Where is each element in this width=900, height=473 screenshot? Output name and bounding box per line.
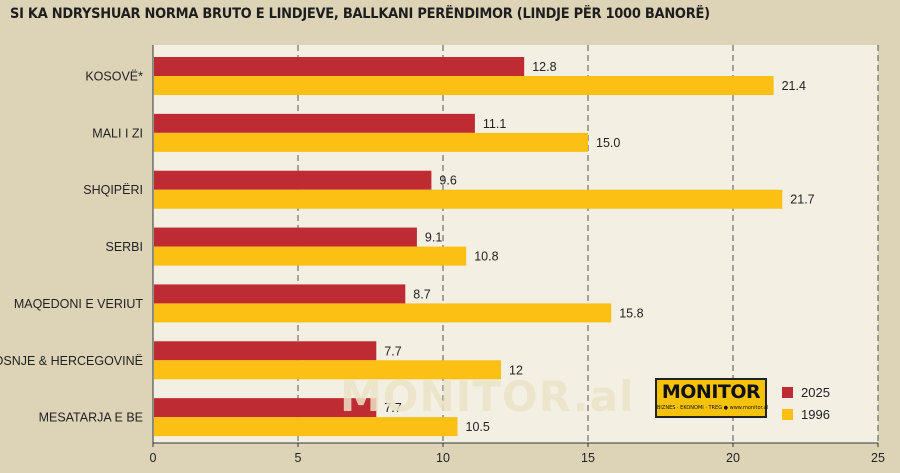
category-label-2: SHQIPËRI	[83, 183, 143, 197]
data-label-1996-2: 21.7	[790, 193, 814, 207]
data-label-2025-5: 7.7	[384, 344, 401, 358]
bar-2025-5	[154, 341, 377, 361]
category-label-4: MAQEDONI E VERIUT	[14, 297, 144, 311]
bar-2025-2	[154, 170, 432, 190]
bar-1996-4	[154, 303, 612, 323]
legend-item-1996: 1996	[782, 403, 830, 425]
data-label-2025-0: 12.8	[532, 60, 556, 74]
x-tick-label: 10	[436, 451, 450, 465]
data-label-1996-5: 12	[509, 363, 523, 377]
bar-1996-2	[154, 189, 783, 209]
bar-2025-0	[154, 57, 525, 76]
x-tick-label: 20	[726, 451, 740, 465]
legend: 2025 1996	[782, 381, 830, 425]
bar-2025-4	[154, 284, 406, 304]
data-label-1996-4: 15.8	[619, 306, 643, 320]
legend-label-2025: 2025	[801, 384, 830, 400]
data-label-2025-2: 9.6	[439, 174, 456, 188]
data-label-2025-3: 9.1	[425, 231, 442, 245]
category-label-3: SERBI	[105, 240, 143, 254]
bar-2025-3	[154, 227, 417, 247]
category-label-0: KOSOVË*	[85, 70, 143, 84]
logo-wordmark: MONITOR	[661, 381, 761, 403]
bar-1996-6	[154, 417, 458, 437]
logo-tagline: BIZNES · EKONOMI · TREG ● www.monitor.al	[657, 405, 769, 411]
data-label-2025-1: 11.1	[483, 117, 506, 131]
data-label-2025-6: 7.7	[384, 401, 401, 415]
data-label-1996-3: 10.8	[474, 250, 498, 264]
bar-1996-5	[154, 360, 501, 380]
bar-2025-6	[154, 398, 377, 418]
monitor-logo: MONITOR BIZNES · EKONOMI · TREG ● www.mo…	[655, 378, 769, 418]
category-label-5: BOSNJE & HERCEGOVINË	[0, 354, 143, 368]
bar-2025-1	[154, 113, 475, 133]
category-label-6: MESATARJA E BE	[39, 411, 143, 425]
legend-item-2025: 2025	[782, 381, 830, 403]
chart-title: SI KA NDRYSHUAR NORMA BRUTO E LINDJEVE, …	[10, 6, 710, 22]
x-tick-label: 15	[581, 451, 595, 465]
category-label-1: MALI I ZI	[92, 126, 143, 140]
bar-1996-3	[154, 246, 467, 266]
data-label-1996-1: 15.0	[596, 136, 620, 150]
x-tick-label: 5	[295, 451, 302, 465]
x-tick-label: 0	[150, 451, 157, 465]
data-label-1996-0: 21.4	[782, 79, 806, 93]
legend-label-1996: 1996	[801, 406, 830, 422]
legend-swatch-2025	[782, 386, 793, 398]
watermark: MONITOR.al	[340, 372, 635, 421]
bar-1996-1	[154, 132, 588, 152]
legend-swatch-1996	[782, 408, 793, 420]
data-label-1996-6: 10.5	[466, 420, 490, 434]
x-tick-label: 25	[871, 451, 885, 465]
data-label-2025-4: 8.7	[413, 287, 430, 301]
bar-1996-0	[154, 76, 774, 95]
